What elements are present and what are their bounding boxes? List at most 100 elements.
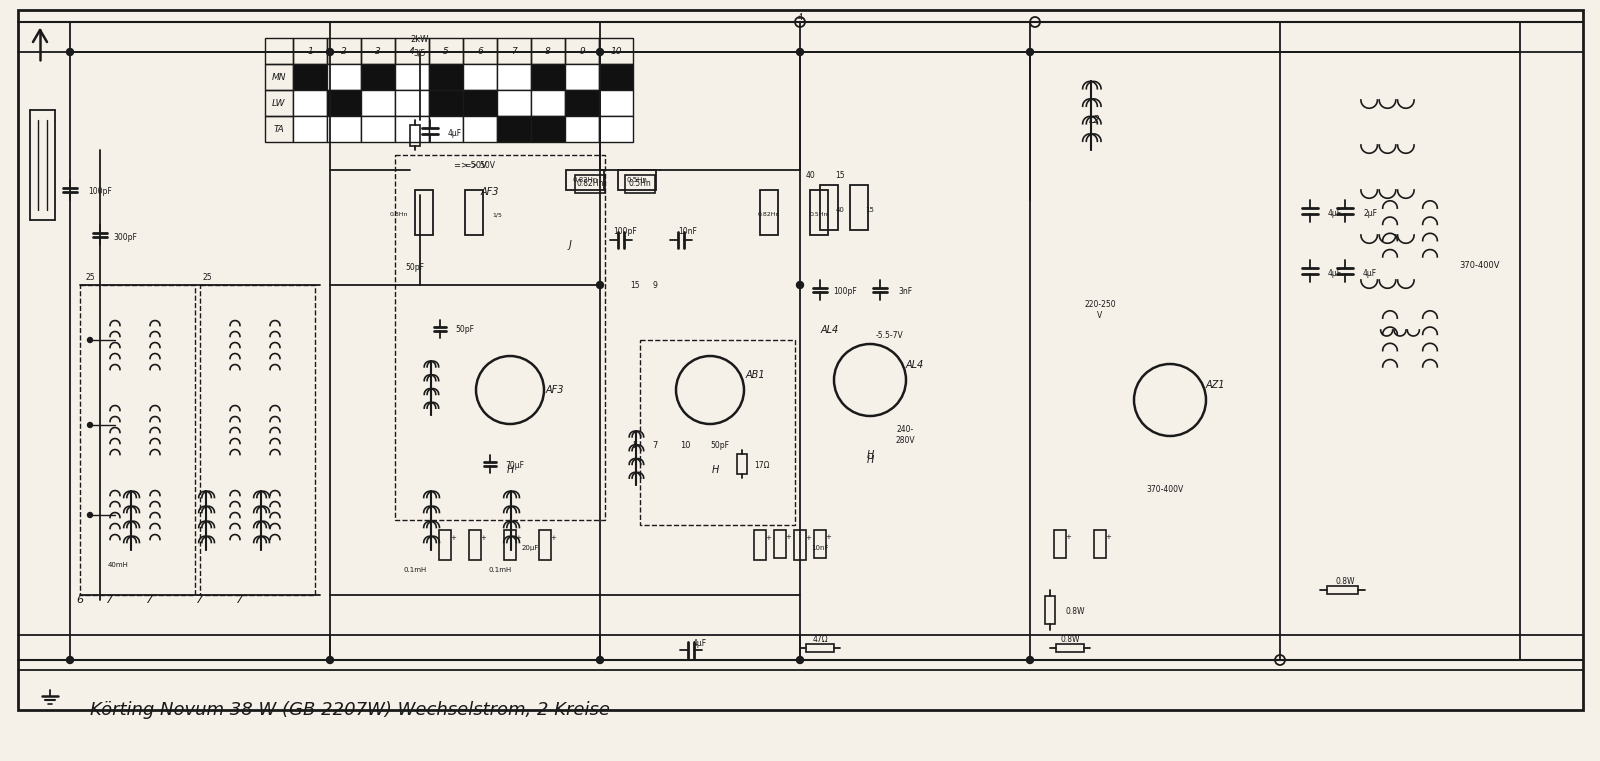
Bar (462, 38, 498, 64)
Bar (326, 90, 362, 116)
Text: 2kW: 2kW (411, 36, 429, 44)
Bar (395, 116, 429, 142)
Text: +: + (480, 534, 486, 540)
Text: 10: 10 (680, 441, 690, 450)
Text: 6: 6 (77, 595, 83, 605)
Circle shape (834, 344, 906, 416)
Circle shape (597, 657, 603, 664)
Bar (539, 530, 550, 560)
Text: 4µF: 4µF (693, 638, 707, 648)
Text: Körting Novum 38 W (GB 2207W) Wechselstrom, 2 Kreise: Körting Novum 38 W (GB 2207W) Wechselstr… (90, 701, 610, 719)
Text: 9: 9 (653, 281, 658, 289)
Text: 40: 40 (805, 170, 814, 180)
Circle shape (326, 657, 333, 664)
Bar (531, 64, 565, 90)
Text: 220-250
V: 220-250 V (1085, 301, 1115, 320)
Bar (1054, 530, 1066, 558)
Text: 0.8W: 0.8W (1336, 578, 1355, 587)
Bar (626, 175, 654, 193)
Bar (266, 64, 293, 90)
Bar (598, 38, 634, 64)
Bar (326, 38, 362, 64)
Text: LW: LW (272, 98, 286, 107)
Text: L2: L2 (1090, 115, 1101, 125)
Text: -5.5-7V: -5.5-7V (877, 330, 904, 339)
Text: 7: 7 (147, 595, 154, 605)
Text: 4µF: 4µF (1328, 269, 1342, 278)
Bar (466, 190, 483, 235)
Text: 1: 1 (307, 46, 314, 56)
Text: 25: 25 (202, 273, 211, 282)
Text: 4µF: 4µF (1328, 209, 1342, 218)
Text: 15: 15 (835, 170, 845, 180)
Circle shape (675, 356, 744, 424)
Text: 5: 5 (632, 441, 638, 450)
Circle shape (477, 356, 544, 424)
Bar (806, 644, 834, 652)
Circle shape (88, 337, 93, 342)
Circle shape (1027, 657, 1034, 664)
Text: 0.82Hn: 0.82Hn (573, 177, 598, 183)
Bar (414, 190, 434, 235)
Text: AL4: AL4 (821, 325, 838, 335)
Text: 15: 15 (866, 207, 875, 213)
Bar (1056, 644, 1085, 652)
Text: +: + (826, 534, 830, 540)
Text: 4µF: 4µF (448, 129, 462, 138)
Text: => 50V: => 50V (466, 161, 494, 170)
Bar (565, 38, 598, 64)
Text: 0.8W: 0.8W (1061, 635, 1080, 645)
Bar (498, 64, 531, 90)
Bar (640, 340, 795, 525)
Bar (565, 64, 598, 90)
Text: => 50V: => 50V (453, 161, 486, 170)
Text: 370-400V: 370-400V (1146, 486, 1184, 495)
Bar (293, 38, 326, 64)
Bar (266, 38, 293, 64)
Text: 7: 7 (237, 595, 243, 605)
Circle shape (326, 49, 333, 56)
Circle shape (67, 49, 74, 56)
Bar (565, 116, 598, 142)
Bar (531, 90, 565, 116)
Text: 1/5: 1/5 (493, 212, 502, 218)
Text: AL4: AL4 (906, 360, 925, 370)
Bar (498, 38, 531, 64)
Text: H: H (866, 450, 874, 460)
Text: 3nF: 3nF (898, 288, 912, 297)
Text: +: + (765, 534, 771, 540)
Text: 7: 7 (510, 46, 517, 56)
Bar (395, 155, 605, 520)
Text: 25: 25 (85, 273, 94, 282)
Text: 0.1mH: 0.1mH (403, 567, 427, 573)
Text: 240-
280V: 240- 280V (894, 425, 915, 444)
Text: 2: 2 (341, 46, 347, 56)
Bar (850, 185, 867, 230)
Text: 6: 6 (477, 46, 483, 56)
Text: J: J (568, 240, 571, 250)
Text: AF3: AF3 (546, 385, 565, 395)
Bar (531, 116, 565, 142)
Text: 50pF: 50pF (405, 263, 424, 272)
Text: 5: 5 (443, 46, 450, 56)
Text: 7: 7 (197, 595, 203, 605)
Text: 100pF: 100pF (613, 228, 637, 237)
Text: 70µF: 70µF (506, 460, 525, 470)
Text: 0.82Hn: 0.82Hn (758, 212, 781, 218)
Bar (362, 38, 395, 64)
Circle shape (597, 49, 603, 56)
Circle shape (797, 49, 803, 56)
Bar (498, 116, 531, 142)
Text: H: H (506, 465, 514, 475)
Text: AF3: AF3 (480, 187, 499, 197)
Bar (574, 175, 605, 193)
Bar (410, 125, 419, 145)
Text: 370-400V: 370-400V (1459, 260, 1501, 269)
Text: TA: TA (274, 125, 285, 133)
Bar (1045, 596, 1054, 624)
Bar (760, 190, 778, 235)
Text: 50pF: 50pF (710, 441, 730, 450)
Text: 7: 7 (653, 441, 658, 450)
Circle shape (1134, 364, 1206, 436)
Text: 47Ω: 47Ω (813, 635, 827, 645)
